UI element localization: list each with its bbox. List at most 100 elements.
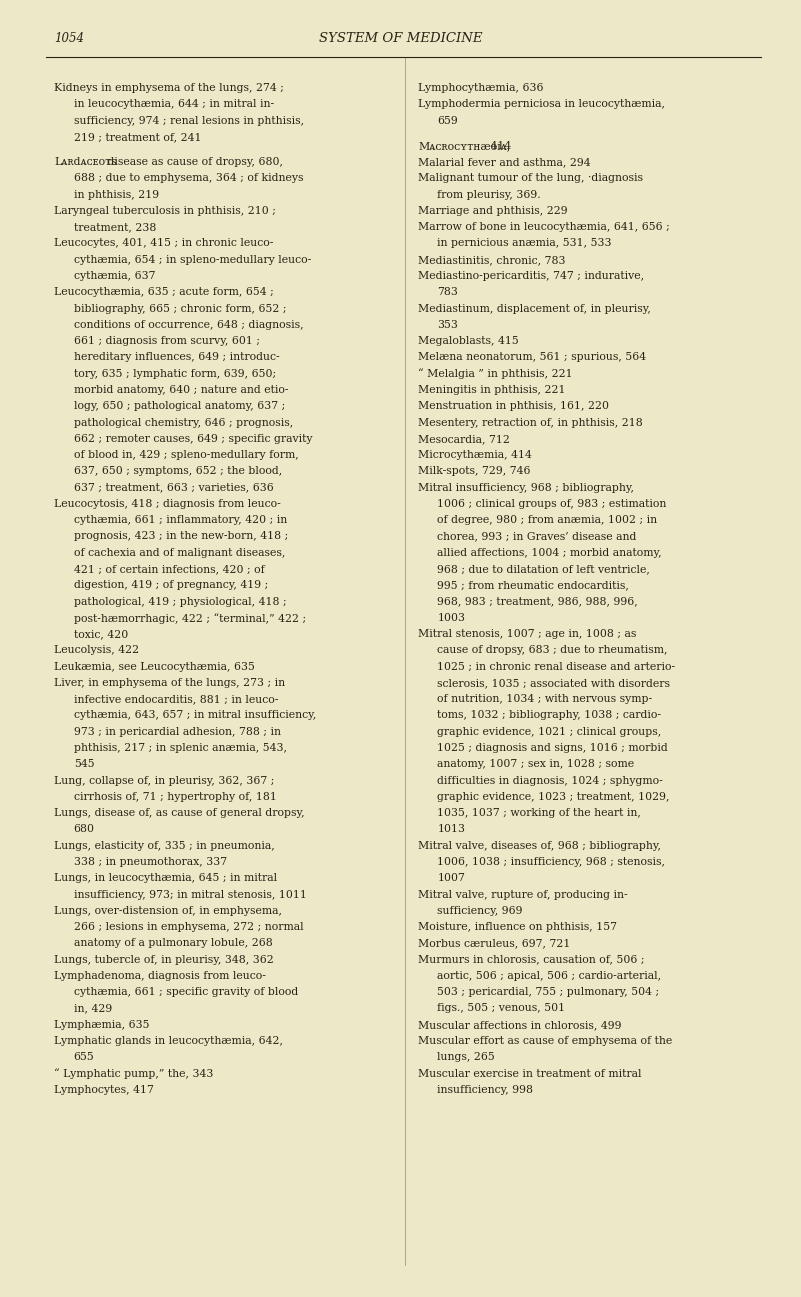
Text: 637, 650 ; symptoms, 652 ; the blood,: 637, 650 ; symptoms, 652 ; the blood, [74, 467, 282, 476]
Text: 659: 659 [437, 115, 458, 126]
Text: in leucocythæmia, 644 ; in mitral in-: in leucocythæmia, 644 ; in mitral in- [74, 100, 274, 109]
Text: Lymphæmia, 635: Lymphæmia, 635 [54, 1019, 150, 1030]
Text: post-hæmorrhagic, 422 ; “terminal,” 422 ;: post-hæmorrhagic, 422 ; “terminal,” 422 … [74, 613, 306, 624]
Text: Lungs, in leucocythæmia, 645 ; in mitral: Lungs, in leucocythæmia, 645 ; in mitral [54, 873, 278, 883]
Text: 661 ; diagnosis from scurvy, 601 ;: 661 ; diagnosis from scurvy, 601 ; [74, 336, 260, 346]
Text: Lungs, tubercle of, in pleurisy, 348, 362: Lungs, tubercle of, in pleurisy, 348, 36… [54, 955, 274, 965]
Text: infective endocarditis, 881 ; in leuco-: infective endocarditis, 881 ; in leuco- [74, 694, 278, 704]
Text: 503 ; pericardial, 755 ; pulmonary, 504 ;: 503 ; pericardial, 755 ; pulmonary, 504 … [437, 987, 659, 997]
Text: Mitral valve, rupture of, producing in-: Mitral valve, rupture of, producing in- [418, 890, 628, 900]
Text: Mitral stenosis, 1007 ; age in, 1008 ; as: Mitral stenosis, 1007 ; age in, 1008 ; a… [418, 629, 637, 639]
Text: Mesocardia, 712: Mesocardia, 712 [418, 433, 510, 444]
Text: Mediastino-pericarditis, 747 ; indurative,: Mediastino-pericarditis, 747 ; indurativ… [418, 271, 644, 281]
Text: 973 ; in pericardial adhesion, 788 ; in: 973 ; in pericardial adhesion, 788 ; in [74, 726, 280, 737]
Text: insufficiency, 973; in mitral stenosis, 1011: insufficiency, 973; in mitral stenosis, … [74, 890, 307, 900]
Text: anatomy, 1007 ; sex in, 1028 ; some: anatomy, 1007 ; sex in, 1028 ; some [437, 759, 634, 769]
Text: digestion, 419 ; of pregnancy, 419 ;: digestion, 419 ; of pregnancy, 419 ; [74, 580, 268, 590]
Text: Lymphatic glands in leucocythæmia, 642,: Lymphatic glands in leucocythæmia, 642, [54, 1036, 284, 1047]
Text: Murmurs in chlorosis, causation of, 506 ;: Murmurs in chlorosis, causation of, 506 … [418, 955, 645, 965]
Text: 1025 ; in chronic renal disease and arterio-: 1025 ; in chronic renal disease and arte… [437, 661, 675, 672]
Text: 662 ; remoter causes, 649 ; specific gravity: 662 ; remoter causes, 649 ; specific gra… [74, 433, 312, 444]
Text: 968 ; due to dilatation of left ventricle,: 968 ; due to dilatation of left ventricl… [437, 564, 650, 575]
Text: SYSTEM OF MEDICINE: SYSTEM OF MEDICINE [319, 32, 482, 45]
Text: chorea, 993 ; in Graves’ disease and: chorea, 993 ; in Graves’ disease and [437, 532, 637, 541]
Text: 414: 414 [487, 141, 511, 150]
Text: toms, 1032 ; bibliography, 1038 ; cardio-: toms, 1032 ; bibliography, 1038 ; cardio… [437, 711, 662, 721]
Text: bibliography, 665 ; chronic form, 652 ;: bibliography, 665 ; chronic form, 652 ; [74, 303, 286, 314]
Text: figs., 505 ; venous, 501: figs., 505 ; venous, 501 [437, 1004, 566, 1013]
Text: Muscular exercise in treatment of mitral: Muscular exercise in treatment of mitral [418, 1069, 642, 1079]
Text: Melæna neonatorum, 561 ; spurious, 564: Melæna neonatorum, 561 ; spurious, 564 [418, 353, 646, 362]
Text: “ Lymphatic pump,” the, 343: “ Lymphatic pump,” the, 343 [54, 1069, 214, 1079]
Text: aortic, 506 ; apical, 506 ; cardio-arterial,: aortic, 506 ; apical, 506 ; cardio-arter… [437, 971, 662, 981]
Text: 1003: 1003 [437, 613, 465, 623]
Text: sclerosis, 1035 ; associated with disorders: sclerosis, 1035 ; associated with disord… [437, 678, 670, 687]
Text: Meningitis in phthisis, 221: Meningitis in phthisis, 221 [418, 385, 566, 396]
Text: Lymphocythæmia, 636: Lymphocythæmia, 636 [418, 83, 544, 93]
Text: cythæmia, 637: cythæmia, 637 [74, 271, 155, 281]
Text: pathological chemistry, 646 ; prognosis,: pathological chemistry, 646 ; prognosis, [74, 418, 293, 428]
Text: Mesentery, retraction of, in phthisis, 218: Mesentery, retraction of, in phthisis, 2… [418, 418, 643, 428]
Text: Moisture, influence on phthisis, 157: Moisture, influence on phthisis, 157 [418, 922, 617, 933]
Text: lungs, 265: lungs, 265 [437, 1052, 495, 1062]
Text: Leucolysis, 422: Leucolysis, 422 [54, 646, 139, 655]
Text: Lymphocytes, 417: Lymphocytes, 417 [54, 1084, 155, 1095]
Text: insufficiency, 998: insufficiency, 998 [437, 1084, 533, 1095]
Text: difficulties in diagnosis, 1024 ; sphygmo-: difficulties in diagnosis, 1024 ; sphygm… [437, 776, 663, 786]
Text: Lᴀʀdᴀᴄᴇᴏᴛѕ: Lᴀʀdᴀᴄᴇᴏᴛѕ [54, 157, 117, 167]
Text: Lungs, disease of, as cause of general dropsy,: Lungs, disease of, as cause of general d… [54, 808, 305, 818]
Text: 655: 655 [74, 1052, 95, 1062]
Text: Lymphadenoma, diagnosis from leuco-: Lymphadenoma, diagnosis from leuco- [54, 971, 267, 981]
Text: Lung, collapse of, in pleurisy, 362, 367 ;: Lung, collapse of, in pleurisy, 362, 367… [54, 776, 275, 786]
Text: 219 ; treatment of, 241: 219 ; treatment of, 241 [74, 132, 201, 141]
Text: of blood in, 429 ; spleno-medullary form,: of blood in, 429 ; spleno-medullary form… [74, 450, 299, 460]
Text: 1007: 1007 [437, 873, 465, 883]
Text: treatment, 238: treatment, 238 [74, 222, 156, 232]
Text: prognosis, 423 ; in the new-born, 418 ;: prognosis, 423 ; in the new-born, 418 ; [74, 532, 288, 541]
Text: cythæmia, 661 ; specific gravity of blood: cythæmia, 661 ; specific gravity of bloo… [74, 987, 298, 997]
Text: Microcythæmia, 414: Microcythæmia, 414 [418, 450, 532, 460]
Text: Lymphodermia perniciosa in leucocythæmia,: Lymphodermia perniciosa in leucocythæmia… [418, 100, 665, 109]
Text: Marriage and phthisis, 229: Marriage and phthisis, 229 [418, 206, 568, 215]
Text: cause of dropsy, 683 ; due to rheumatism,: cause of dropsy, 683 ; due to rheumatism… [437, 646, 668, 655]
Text: 1006, 1038 ; insufficiency, 968 ; stenosis,: 1006, 1038 ; insufficiency, 968 ; stenos… [437, 857, 666, 866]
Text: “ Melalgia ” in phthisis, 221: “ Melalgia ” in phthisis, 221 [418, 368, 573, 380]
Text: Menstruation in phthisis, 161, 220: Menstruation in phthisis, 161, 220 [418, 401, 609, 411]
Text: 783: 783 [437, 288, 458, 297]
Text: anatomy of a pulmonary lobule, 268: anatomy of a pulmonary lobule, 268 [74, 939, 272, 948]
Text: cythæmia, 654 ; in spleno-medullary leuco-: cythæmia, 654 ; in spleno-medullary leuc… [74, 254, 311, 265]
Text: Malarial fever and asthma, 294: Malarial fever and asthma, 294 [418, 157, 591, 167]
Text: 338 ; in pneumothorax, 337: 338 ; in pneumothorax, 337 [74, 857, 227, 866]
Text: 1006 ; clinical groups of, 983 ; estimation: 1006 ; clinical groups of, 983 ; estimat… [437, 499, 666, 508]
Text: 353: 353 [437, 320, 458, 329]
Text: 1035, 1037 ; working of the heart in,: 1035, 1037 ; working of the heart in, [437, 808, 642, 818]
Text: sufficiency, 974 ; renal lesions in phthisis,: sufficiency, 974 ; renal lesions in phth… [74, 115, 304, 126]
Text: Kidneys in emphysema of the lungs, 274 ;: Kidneys in emphysema of the lungs, 274 ; [54, 83, 284, 93]
Text: cythæmia, 643, 657 ; in mitral insufficiency,: cythæmia, 643, 657 ; in mitral insuffici… [74, 711, 316, 721]
Text: sufficiency, 969: sufficiency, 969 [437, 905, 523, 916]
Text: of nutrition, 1034 ; with nervous symp-: of nutrition, 1034 ; with nervous symp- [437, 694, 653, 704]
Text: Mediastinitis, chronic, 783: Mediastinitis, chronic, 783 [418, 254, 566, 265]
Text: of cachexia and of malignant diseases,: of cachexia and of malignant diseases, [74, 547, 285, 558]
Text: Morbus cæruleus, 697, 721: Morbus cæruleus, 697, 721 [418, 939, 570, 948]
Text: Leucocytes, 401, 415 ; in chronic leuco-: Leucocytes, 401, 415 ; in chronic leuco- [54, 239, 274, 249]
Text: 637 ; treatment, 663 ; varieties, 636: 637 ; treatment, 663 ; varieties, 636 [74, 482, 273, 493]
Text: 688 ; due to emphysema, 364 ; of kidneys: 688 ; due to emphysema, 364 ; of kidneys [74, 174, 304, 183]
Text: in pernicious anæmia, 531, 533: in pernicious anæmia, 531, 533 [437, 239, 612, 249]
Text: 1013: 1013 [437, 825, 465, 834]
Text: in phthisis, 219: in phthisis, 219 [74, 189, 159, 200]
Text: in, 429: in, 429 [74, 1004, 112, 1013]
Text: Milk-spots, 729, 746: Milk-spots, 729, 746 [418, 467, 530, 476]
Text: pathological, 419 ; physiological, 418 ;: pathological, 419 ; physiological, 418 ; [74, 597, 286, 607]
Text: Leucocythæmia, 635 ; acute form, 654 ;: Leucocythæmia, 635 ; acute form, 654 ; [54, 288, 274, 297]
Text: Leukæmia, see Leucocythæmia, 635: Leukæmia, see Leucocythæmia, 635 [54, 661, 256, 672]
Text: Megaloblasts, 415: Megaloblasts, 415 [418, 336, 519, 346]
Text: 1025 ; diagnosis and signs, 1016 ; morbid: 1025 ; diagnosis and signs, 1016 ; morbi… [437, 743, 668, 754]
Text: Mᴀᴄʀᴏᴄʏᴛʜæᴏɪᴀ,: Mᴀᴄʀᴏᴄʏᴛʜæᴏɪᴀ, [418, 141, 510, 150]
Text: 1054: 1054 [54, 32, 84, 45]
Text: 421 ; of certain infections, 420 ; of: 421 ; of certain infections, 420 ; of [74, 564, 264, 575]
Text: Muscular affections in chlorosis, 499: Muscular affections in chlorosis, 499 [418, 1019, 622, 1030]
Text: 995 ; from rheumatic endocarditis,: 995 ; from rheumatic endocarditis, [437, 580, 630, 590]
Text: from pleurisy, 369.: from pleurisy, 369. [437, 189, 541, 200]
Text: logy, 650 ; pathological anatomy, 637 ;: logy, 650 ; pathological anatomy, 637 ; [74, 401, 285, 411]
